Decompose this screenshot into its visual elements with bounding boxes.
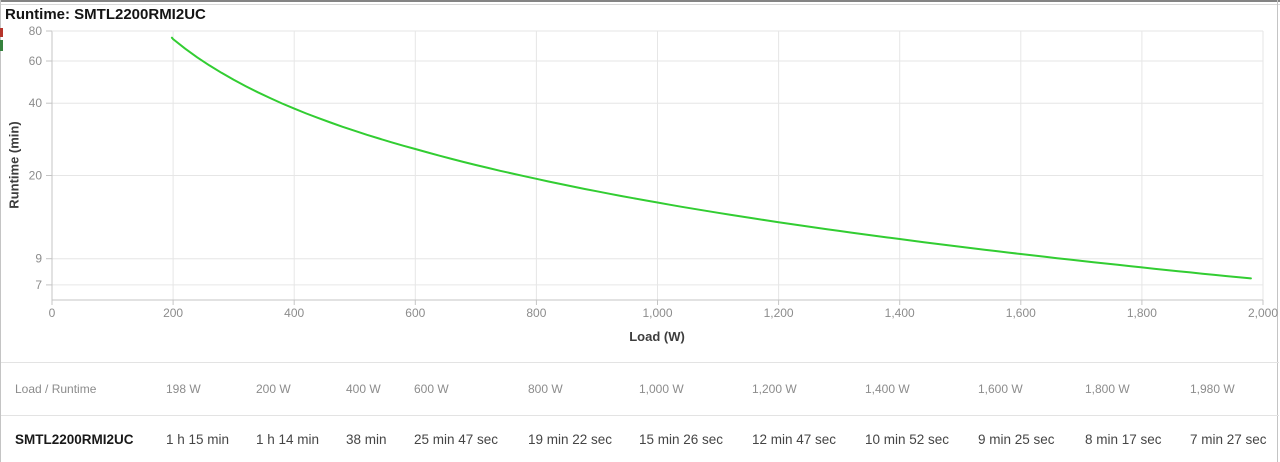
runtime-value-cell: 1 h 14 min — [256, 431, 320, 447]
x-axis-title: Load (W) — [629, 329, 685, 344]
table-header-cell: 400 W — [332, 362, 400, 416]
table-header-cell: 600 W — [400, 362, 514, 416]
y-tick-label: 7 — [35, 278, 42, 292]
runtime-value-cell: 9 min 25 sec — [978, 431, 1055, 447]
page-title: Runtime: SMTL2200RMI2UC — [5, 6, 206, 23]
x-tick-label: 1,400 — [885, 306, 915, 320]
runtime-value-cell: 15 min 26 sec — [639, 431, 724, 447]
x-tick-label: 1,200 — [764, 306, 794, 320]
table-row: SMTL2200RMI2UC 1 h 15 min 1 h 14 min 38 min… — [1, 416, 1279, 462]
table-header-cell: 1,200 W — [738, 362, 851, 416]
runtime-value-cell: 12 min 47 sec — [752, 431, 837, 447]
runtime-value-cell: 7 min 27 sec — [1190, 431, 1267, 447]
runtime-value-cell: 19 min 22 sec — [528, 431, 613, 447]
edge-mark-green — [0, 40, 3, 51]
runtime-value-cell: 25 min 47 sec — [414, 431, 499, 447]
table-header-cell: 1,800 W — [1071, 362, 1176, 416]
x-tick-label: 1,600 — [1006, 306, 1036, 320]
y-tick-label: 60 — [29, 54, 43, 68]
window-top-border-dark — [0, 0, 1280, 2]
window-left-border — [0, 0, 1, 462]
runtime-value-cell: 8 min 17 sec — [1085, 431, 1162, 447]
chart-canvas[interactable]: 80 60 40 20 9 70 200 400 600 800 1,000 1,200 1,400 1,… — [0, 0, 1280, 352]
table-header-cell: 200 W — [242, 362, 332, 416]
table-header-cell: 198 W — [152, 362, 242, 416]
table-header-cell: 1,600 W — [964, 362, 1071, 416]
y-tick-label: 40 — [29, 96, 43, 110]
table-header-cell: 1,980 W — [1176, 362, 1279, 416]
x-tick-label: 600 — [405, 306, 425, 320]
runtime-curve[interactable] — [170, 36, 1252, 280]
y-axis-title: Runtime (min) — [6, 121, 22, 209]
x-tick-label: 1,000 — [642, 306, 672, 320]
window-top-border-light — [0, 4, 1280, 5]
runtime-value-cell: 38 min — [346, 431, 387, 447]
y-tick-label: 20 — [29, 169, 43, 183]
x-tick-label: 200 — [163, 306, 183, 320]
y-tick-label: 9 — [35, 252, 42, 266]
runtime-value-cell: 10 min 52 sec — [865, 431, 950, 447]
model-name-cell: SMTL2200RMI2UC — [15, 431, 134, 447]
runtime-value-cell: 1 h 15 min — [166, 431, 230, 447]
x-tick-label: 2,000 — [1248, 306, 1278, 320]
x-tick-label: 0 — [49, 306, 56, 320]
y-tick-label: 80 — [29, 24, 43, 38]
table-header-cell: 1,000 W — [625, 362, 738, 416]
table-header-cell: 800 W — [514, 362, 625, 416]
x-tick-label: 800 — [526, 306, 546, 320]
edge-mark-red — [0, 28, 3, 37]
runtime-chart[interactable]: 80 60 40 20 9 7 0 200 400 600 800 1,000 1,200 1,400 1,… — [0, 0, 1280, 352]
table-header-cell: 1,400 W — [851, 362, 964, 416]
x-tick-label: 400 — [284, 306, 304, 320]
x-tick-label: 1,800 — [1127, 306, 1157, 320]
window-right-border — [1277, 0, 1278, 462]
table-header-load-runtime: Load / Runtime — [1, 362, 152, 416]
